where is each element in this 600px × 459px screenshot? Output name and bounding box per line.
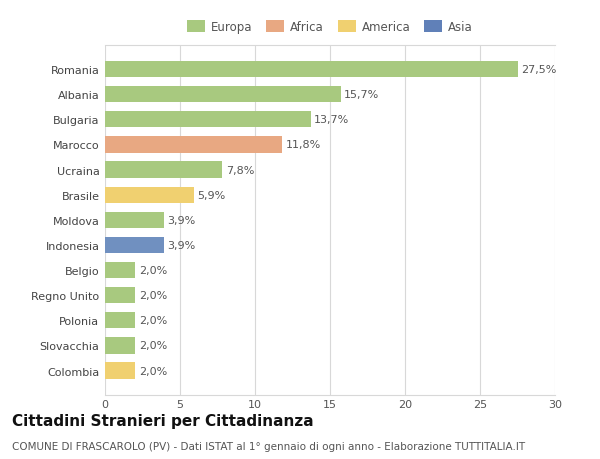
Bar — [105, 137, 282, 153]
Text: 11,8%: 11,8% — [286, 140, 321, 150]
Text: 15,7%: 15,7% — [344, 90, 380, 100]
Text: 5,9%: 5,9% — [197, 190, 226, 200]
Bar — [105, 337, 135, 354]
Text: 3,9%: 3,9% — [167, 215, 196, 225]
Bar — [105, 212, 163, 229]
Bar — [105, 363, 135, 379]
Text: Cittadini Stranieri per Cittadinanza: Cittadini Stranieri per Cittadinanza — [12, 413, 314, 428]
Legend: Europa, Africa, America, Asia: Europa, Africa, America, Asia — [185, 19, 475, 37]
Text: 2,0%: 2,0% — [139, 265, 167, 275]
Bar — [105, 287, 135, 304]
Text: COMUNE DI FRASCAROLO (PV) - Dati ISTAT al 1° gennaio di ogni anno - Elaborazione: COMUNE DI FRASCAROLO (PV) - Dati ISTAT a… — [12, 441, 525, 451]
Text: 7,8%: 7,8% — [226, 165, 254, 175]
Bar — [105, 112, 311, 128]
Bar — [105, 162, 222, 179]
Bar — [105, 237, 163, 253]
Text: 2,0%: 2,0% — [139, 341, 167, 351]
Bar — [105, 62, 517, 78]
Bar — [105, 262, 135, 279]
Bar — [105, 313, 135, 329]
Text: 3,9%: 3,9% — [167, 241, 196, 250]
Text: 2,0%: 2,0% — [139, 291, 167, 301]
Text: 13,7%: 13,7% — [314, 115, 349, 125]
Text: 2,0%: 2,0% — [139, 366, 167, 376]
Text: 27,5%: 27,5% — [521, 65, 557, 75]
Bar — [105, 87, 341, 103]
Text: 2,0%: 2,0% — [139, 316, 167, 325]
Bar — [105, 187, 193, 203]
